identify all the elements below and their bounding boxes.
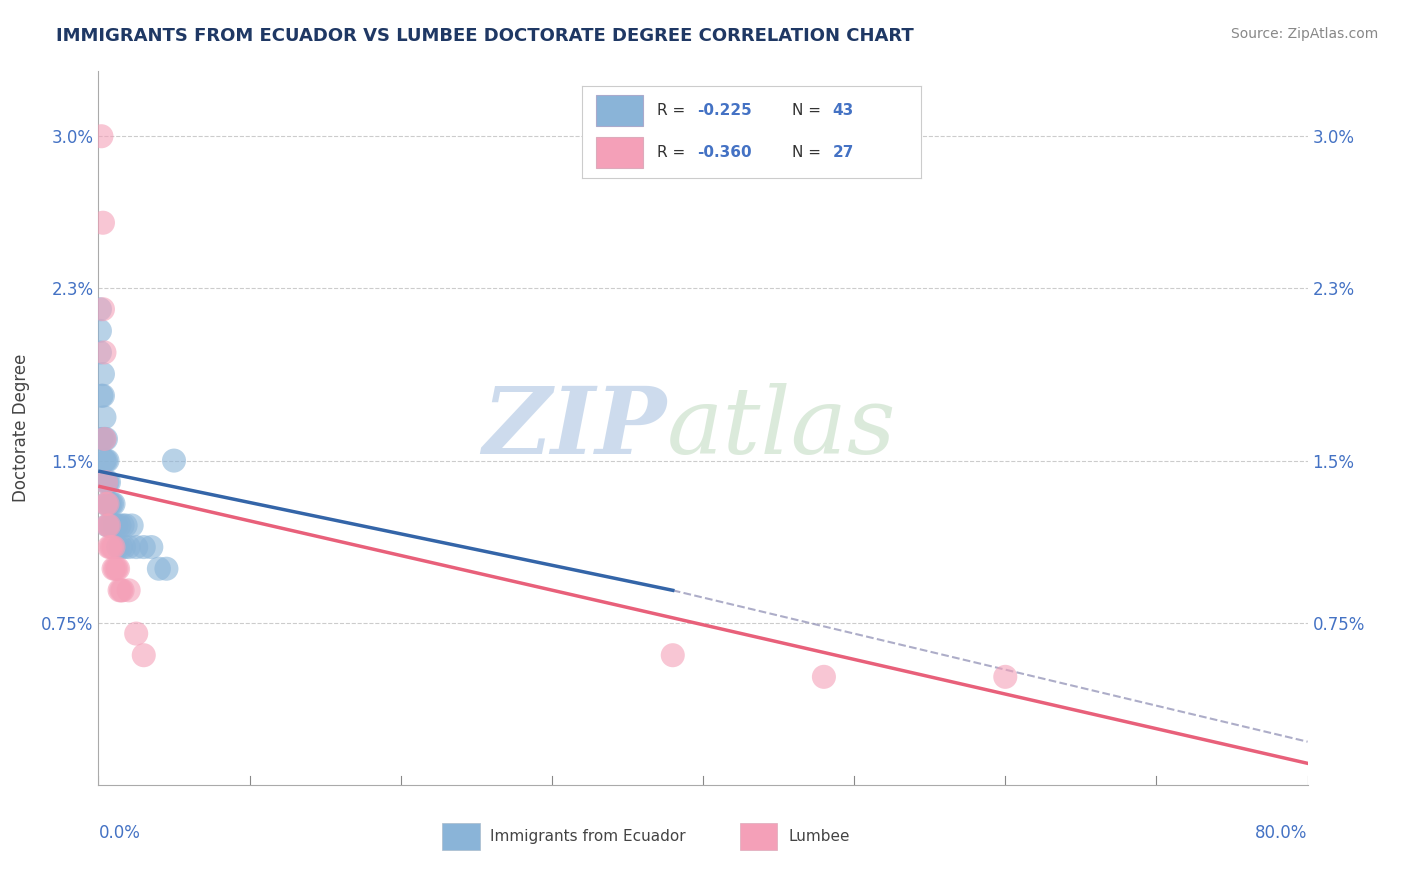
Point — [118, 583, 141, 598]
Point — [105, 518, 128, 533]
Point — [125, 540, 148, 554]
Point — [89, 345, 111, 359]
Point — [98, 497, 121, 511]
Point — [101, 540, 124, 554]
Point — [91, 302, 114, 317]
Point — [107, 562, 129, 576]
Text: IMMIGRANTS FROM ECUADOR VS LUMBEE DOCTORATE DEGREE CORRELATION CHART: IMMIGRANTS FROM ECUADOR VS LUMBEE DOCTOR… — [56, 27, 914, 45]
Point — [108, 583, 131, 598]
Point — [110, 540, 132, 554]
Point — [118, 540, 141, 554]
Point — [94, 497, 117, 511]
Point — [104, 562, 127, 576]
Point — [93, 432, 115, 446]
Point — [108, 518, 131, 533]
Point — [94, 432, 117, 446]
Point — [101, 497, 124, 511]
Point — [96, 475, 118, 490]
Point — [93, 432, 115, 446]
Point — [163, 453, 186, 467]
Point — [96, 497, 118, 511]
Point — [125, 626, 148, 640]
Point — [148, 562, 170, 576]
Point — [96, 453, 118, 467]
Point — [141, 540, 163, 554]
Point — [98, 518, 121, 533]
Point — [98, 475, 121, 490]
Point — [91, 367, 114, 381]
Point — [94, 497, 117, 511]
Point — [100, 518, 122, 533]
Point — [100, 497, 122, 511]
Point — [107, 540, 129, 554]
Point — [94, 475, 117, 490]
Point — [90, 129, 112, 144]
Point — [111, 583, 134, 598]
Point — [111, 518, 134, 533]
Point — [132, 648, 155, 663]
Point — [121, 518, 143, 533]
Point — [103, 540, 125, 554]
Point — [132, 540, 155, 554]
Y-axis label: Doctorate Degree: Doctorate Degree — [13, 354, 30, 502]
Point — [98, 518, 121, 533]
Point — [813, 670, 835, 684]
Point — [91, 432, 114, 446]
Point — [90, 432, 112, 446]
Point — [155, 562, 177, 576]
Point — [96, 518, 118, 533]
Text: Source: ZipAtlas.com: Source: ZipAtlas.com — [1230, 27, 1378, 41]
Point — [112, 540, 135, 554]
Point — [96, 497, 118, 511]
Point — [105, 562, 128, 576]
Point — [101, 518, 124, 533]
Point — [94, 453, 117, 467]
Point — [89, 324, 111, 338]
Point — [100, 540, 122, 554]
Point — [91, 389, 114, 403]
Point — [93, 345, 115, 359]
Point — [91, 216, 114, 230]
Point — [93, 410, 115, 425]
Point — [103, 497, 125, 511]
Point — [994, 670, 1017, 684]
Point — [89, 302, 111, 317]
Point — [110, 583, 132, 598]
Point — [96, 518, 118, 533]
Point — [94, 475, 117, 490]
Point — [661, 648, 683, 663]
Point — [103, 562, 125, 576]
Text: ZIP: ZIP — [482, 384, 666, 473]
Point — [90, 389, 112, 403]
Text: atlas: atlas — [666, 384, 896, 473]
Point — [93, 453, 115, 467]
Point — [114, 518, 136, 533]
Point — [98, 540, 121, 554]
Text: 80.0%: 80.0% — [1256, 824, 1308, 842]
Text: 0.0%: 0.0% — [98, 824, 141, 842]
Point — [104, 518, 127, 533]
